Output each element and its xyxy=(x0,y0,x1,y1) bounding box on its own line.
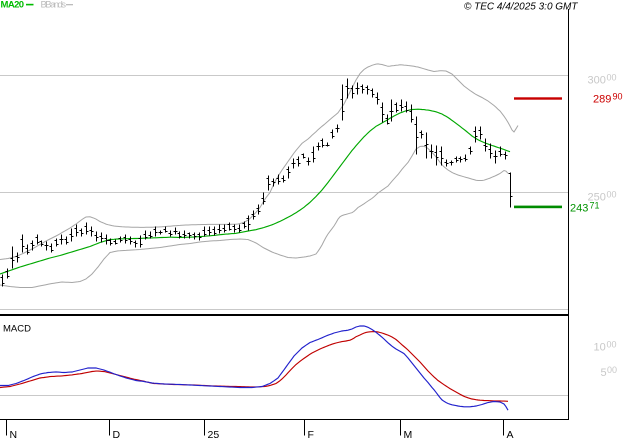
svg-text:5: 5 xyxy=(601,367,607,379)
svg-text:25: 25 xyxy=(208,429,220,440)
svg-text:250: 250 xyxy=(588,191,606,203)
svg-text:BBands: BBands xyxy=(41,0,67,11)
svg-text:MACD: MACD xyxy=(3,324,31,335)
svg-text:MA20: MA20 xyxy=(1,0,24,11)
svg-text:10: 10 xyxy=(594,342,606,354)
svg-text:© TEC 4/4/2025 3:0 GMT: © TEC 4/4/2025 3:0 GMT xyxy=(464,2,578,13)
svg-text:300: 300 xyxy=(588,75,606,87)
svg-text:00: 00 xyxy=(607,365,617,375)
svg-text:00: 00 xyxy=(607,189,617,199)
svg-text:F: F xyxy=(308,429,314,440)
svg-text:00: 00 xyxy=(607,340,617,350)
svg-text:A: A xyxy=(507,429,514,440)
svg-text:71: 71 xyxy=(590,200,600,210)
svg-text:D: D xyxy=(113,429,121,440)
svg-text:00: 00 xyxy=(607,73,617,83)
svg-text:M: M xyxy=(404,429,413,440)
svg-text:289: 289 xyxy=(593,93,611,105)
svg-text:N: N xyxy=(10,429,18,440)
svg-text:90: 90 xyxy=(613,91,623,101)
svg-text:243: 243 xyxy=(570,202,588,214)
